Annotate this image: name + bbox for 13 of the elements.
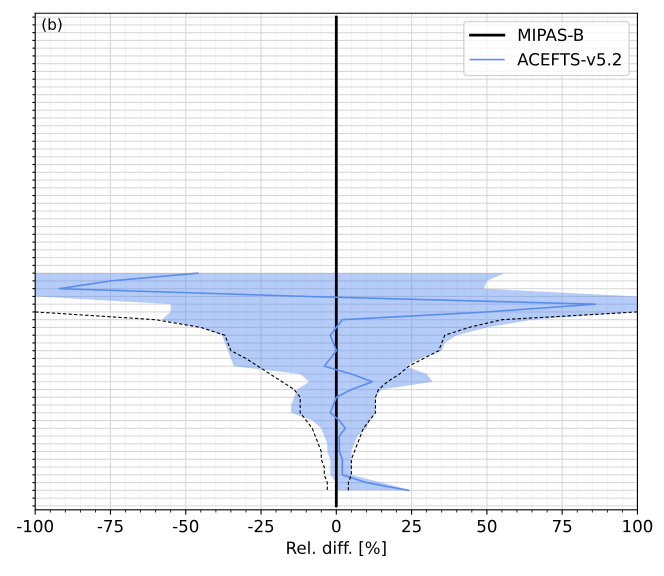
x-tick-label: -25	[248, 520, 274, 532]
x-tick-label: 25	[402, 520, 421, 532]
x-tick-label: -50	[172, 520, 198, 532]
x-tick-label: -75	[98, 520, 123, 532]
x-axis-title: Rel. diff. [%]	[287, 541, 386, 556]
x-tick-label: 100	[623, 520, 652, 532]
legend-label: MIPAS-B	[518, 28, 584, 42]
x-tick-label: 50	[478, 520, 496, 532]
x-tick-label: 0	[332, 520, 341, 532]
x-tick-label: -100	[17, 520, 53, 532]
annotation: (b)	[42, 18, 62, 32]
x-tick-label: 75	[552, 520, 572, 532]
legend-label: ACEFTS-v5.2	[517, 53, 621, 66]
